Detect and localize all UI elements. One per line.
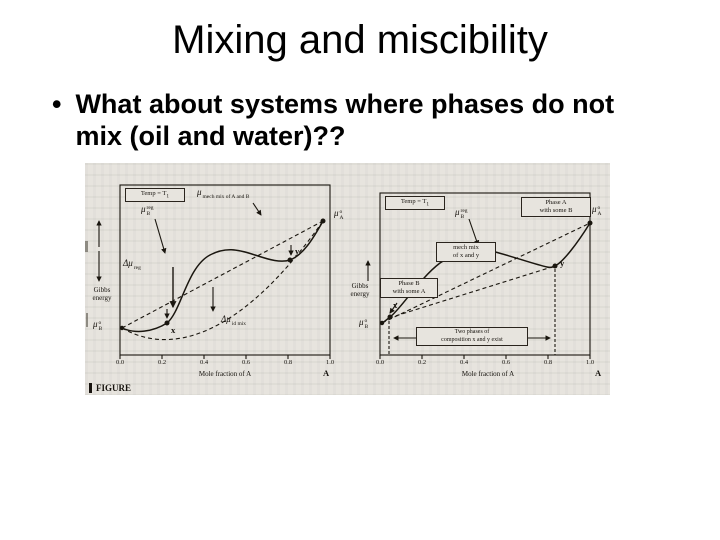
right-x-axis-end-label: A bbox=[595, 368, 602, 378]
right-gibbs-energy-label: Gibbs energy bbox=[350, 282, 370, 298]
left-tick-3: 0.6 bbox=[241, 359, 251, 366]
left-ideal-mix-curve bbox=[121, 220, 324, 341]
right-mu-b-o-point bbox=[379, 320, 385, 326]
left-temp-box: Temp = T1 bbox=[125, 188, 185, 203]
right-tick-4: 0.8 bbox=[543, 359, 553, 366]
bullet-line-2: mix (oil and water)?? bbox=[75, 121, 346, 151]
right-mech-mix-xy-line bbox=[388, 265, 556, 319]
left-mu-b-o-point bbox=[119, 325, 125, 331]
left-tick-2: 0.4 bbox=[199, 359, 209, 366]
right-two-phases-box: Two phases of composition x and y exist bbox=[416, 327, 528, 346]
left-tick-4: 0.8 bbox=[283, 359, 293, 366]
bullet-marker: • bbox=[52, 89, 62, 119]
left-plot bbox=[96, 184, 331, 359]
figure-caption-fragment: FIGURE bbox=[89, 383, 131, 393]
left-tick-0: 0.0 bbox=[115, 359, 125, 366]
left-gibbs-energy-label: Gibbs energy bbox=[92, 286, 112, 302]
right-tick-3: 0.6 bbox=[501, 359, 511, 366]
right-mech-mix-ab-line bbox=[381, 222, 591, 324]
bullet-text: What about systems where phases do not m… bbox=[75, 88, 614, 152]
right-plot-border bbox=[379, 192, 591, 356]
right-y-point bbox=[552, 263, 558, 269]
right-mu-a-o-point bbox=[587, 220, 593, 226]
right-x-label: x bbox=[393, 300, 398, 310]
left-mech-mix-line bbox=[121, 220, 324, 329]
right-tick-0: 0.0 bbox=[375, 359, 385, 366]
left-y-point bbox=[287, 257, 293, 263]
right-points bbox=[379, 220, 593, 326]
right-y-label: y bbox=[560, 258, 565, 268]
right-tick-2: 0.4 bbox=[459, 359, 469, 366]
left-axis-ticks bbox=[119, 355, 331, 359]
right-axis-ticks bbox=[379, 355, 591, 359]
right-phase-b-box: Phase B with some A bbox=[380, 278, 438, 299]
left-points bbox=[119, 218, 326, 331]
left-x-point bbox=[164, 320, 170, 326]
right-tick-1: 0.2 bbox=[417, 359, 427, 366]
left-mu-b-reg-arrow bbox=[154, 218, 167, 254]
right-mu-b-reg-label: μ reg B bbox=[455, 207, 468, 221]
page-title: Mixing and miscibility bbox=[172, 18, 548, 62]
left-mech-mix-arrow bbox=[252, 202, 262, 216]
left-x-label: x bbox=[171, 325, 176, 335]
scan-artifact bbox=[86, 313, 88, 327]
bullet-item: • What about systems where phases do not… bbox=[52, 88, 682, 152]
left-x-axis-end-label: A bbox=[323, 368, 330, 378]
right-temp-box: Temp = T1 bbox=[385, 196, 445, 211]
right-x-axis-label: Mole fraction of A bbox=[461, 370, 515, 378]
left-mu-b-reg-label: μ reg B bbox=[141, 204, 154, 218]
left-mech-mix-label: μmech mix of A and B bbox=[197, 187, 250, 200]
right-mu-b-reg-arrow bbox=[468, 218, 480, 246]
left-tick-1: 0.2 bbox=[157, 359, 167, 366]
left-mu-a-o-point bbox=[320, 218, 326, 224]
left-delta-mu-id-label: Δμid mix bbox=[221, 314, 247, 327]
scan-artifact bbox=[85, 241, 88, 252]
left-y-label: y bbox=[295, 246, 300, 256]
right-tick-5: 1.0 bbox=[585, 359, 595, 366]
right-phase-a-box: Phase A with some B bbox=[521, 197, 591, 218]
right-mech-mix-box: mech mix of x and y bbox=[436, 242, 496, 263]
left-x-axis-label: Mole fraction of A bbox=[198, 370, 252, 378]
left-plot-border bbox=[119, 184, 331, 356]
right-phase-b-arrow bbox=[389, 302, 398, 314]
left-tick-5: 1.0 bbox=[325, 359, 335, 366]
left-delta-mu-reg-label: Δμreg bbox=[123, 258, 141, 271]
right-x-point bbox=[387, 314, 393, 320]
bullet-line-1: What about systems where phases do not bbox=[75, 89, 615, 119]
